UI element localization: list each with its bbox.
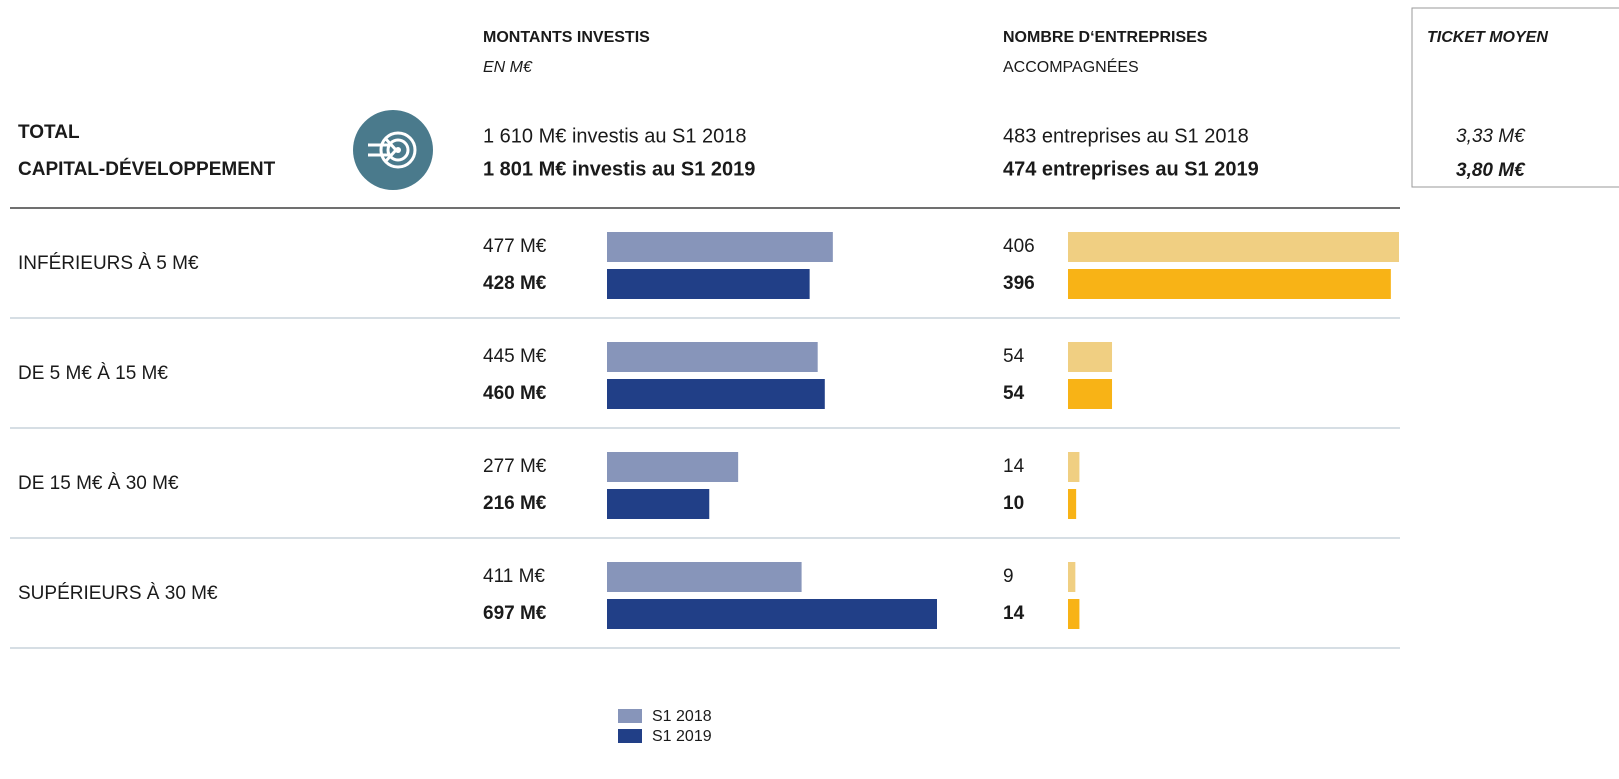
bar	[607, 562, 802, 592]
bar	[1068, 269, 1391, 299]
bar	[607, 232, 833, 262]
icon	[353, 110, 433, 190]
value-label: 445 M€	[483, 346, 547, 367]
bar	[607, 452, 739, 482]
counts-subtitle: ACCOMPAGNÉES	[1003, 57, 1139, 76]
legend-swatch	[618, 729, 642, 743]
bar	[607, 599, 937, 629]
value-label: 697 M€	[483, 603, 547, 624]
ticket-2019: 3,80 M€	[1456, 160, 1526, 181]
ticket-title: TICKET MOYEN	[1427, 29, 1548, 46]
value-label: 9	[1003, 566, 1014, 587]
bar	[1068, 232, 1399, 262]
value-label: 460 M€	[483, 383, 547, 404]
bar	[1068, 599, 1080, 629]
bar	[1068, 489, 1077, 519]
value-label: 216 M€	[483, 493, 547, 514]
total-label: CAPITAL-DÉVELOPPEMENT	[18, 158, 276, 180]
amounts-title: MONTANTS INVESTIS	[483, 29, 650, 46]
amounts-subtitle: EN M€	[483, 59, 533, 76]
value-label: 277 M€	[483, 456, 547, 477]
total-count-2018: 483 entreprises au S1 2018	[1003, 125, 1249, 147]
bar	[607, 342, 818, 372]
value-label: 10	[1003, 493, 1024, 514]
category-label: INFÉRIEURS À 5 M€	[18, 253, 199, 274]
total-amount-2018: 1 610 M€ investis au S1 2018	[483, 125, 747, 147]
value-label: 54	[1003, 346, 1025, 367]
legend-label: S1 2018	[652, 708, 712, 725]
category-label: SUPÉRIEURS À 30 M€	[18, 583, 218, 604]
bar	[1068, 342, 1113, 372]
value-label: 14	[1003, 603, 1025, 624]
value-label: 406	[1003, 236, 1035, 257]
value-label: 396	[1003, 273, 1035, 294]
bar	[1068, 452, 1080, 482]
bar	[1068, 379, 1113, 409]
legend-label: S1 2019	[652, 728, 712, 745]
total-count-2019: 474 entreprises au S1 2019	[1003, 158, 1259, 180]
value-label: 14	[1003, 456, 1025, 477]
bar	[607, 379, 825, 409]
category-label: DE 5 M€ À 15 M€	[18, 363, 168, 384]
category-label: DE 15 M€ À 30 M€	[18, 473, 179, 494]
total-amount-2019: 1 801 M€ investis au S1 2019	[483, 158, 755, 180]
legend-swatch	[618, 709, 642, 723]
value-label: 477 M€	[483, 236, 547, 257]
bar	[607, 489, 710, 519]
value-label: 428 M€	[483, 273, 547, 294]
value-label: 411 M€	[483, 566, 545, 587]
bar	[607, 269, 810, 299]
bar	[1068, 562, 1076, 592]
value-label: 54	[1003, 383, 1025, 404]
total-label: TOTAL	[18, 122, 80, 143]
ticket-2018: 3,33 M€	[1456, 126, 1526, 147]
counts-title: NOMBRE D‘ENTREPRISES	[1003, 29, 1208, 46]
ticket-box	[1411, 7, 1619, 188]
